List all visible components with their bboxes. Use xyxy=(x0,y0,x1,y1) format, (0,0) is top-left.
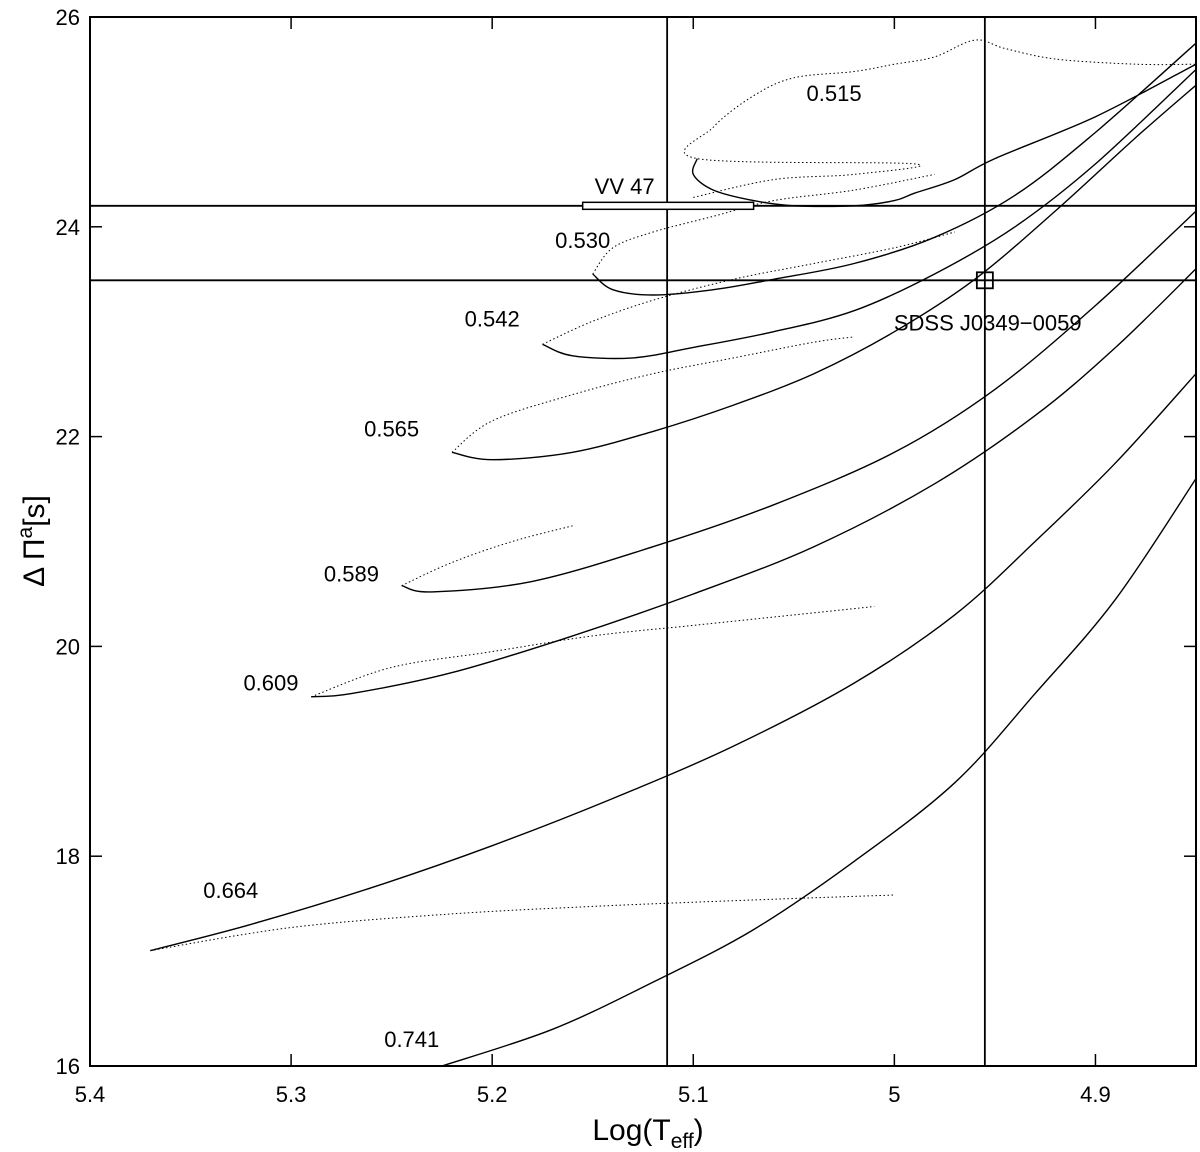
plot-frame xyxy=(89,16,1197,1067)
track-label-0.515: 0.515 xyxy=(807,81,862,106)
track-0.741-solid xyxy=(441,478,1197,1067)
star-annotations: VV 47 SDSS J0349−0059 xyxy=(581,174,1082,335)
sdss-label: SDSS J0349−0059 xyxy=(894,310,1082,335)
track-0.609-dotted xyxy=(311,606,875,698)
x-tick-label: 5.3 xyxy=(276,1082,307,1107)
track-label-0.741: 0.741 xyxy=(384,1027,439,1052)
track-0.515-solid xyxy=(691,63,1197,208)
sdss-marker xyxy=(975,271,994,290)
y-tick-label: 16 xyxy=(56,1054,80,1079)
track-label-0.609: 0.609 xyxy=(243,670,298,695)
track-0.530-dotted xyxy=(592,173,935,275)
track-label-0.565: 0.565 xyxy=(364,417,419,442)
track-0.565-solid xyxy=(451,84,1197,461)
track-label-0.542: 0.542 xyxy=(465,306,520,331)
vv47-label: VV 47 xyxy=(595,174,655,199)
track-0.664-solid xyxy=(150,373,1197,952)
x-tick-label: 5.1 xyxy=(678,1082,709,1107)
track-0.565-dotted xyxy=(451,336,855,453)
y-axis-title: Δ Πa[s] xyxy=(14,495,51,587)
reference-lines xyxy=(90,17,1196,1066)
track-label-0.530: 0.530 xyxy=(555,228,610,253)
y-tick-label: 26 xyxy=(56,5,80,30)
track-0.542-solid xyxy=(542,68,1197,360)
x-tick-label: 5 xyxy=(888,1082,900,1107)
track-0.589-solid xyxy=(401,210,1197,593)
y-tick-label: 24 xyxy=(56,215,80,240)
y-tick-label: 18 xyxy=(56,844,80,869)
evolutionary-tracks: 0.515 0.530 0.542 0.565 0.589 0.609 0.664 0.741 xyxy=(150,39,1197,1067)
track-label-0.589: 0.589 xyxy=(324,561,379,586)
x-tick-label: 5.4 xyxy=(75,1082,106,1107)
y-tick-label: 22 xyxy=(56,425,80,450)
y-tick-label: 20 xyxy=(56,634,80,659)
track-label-0.664: 0.664 xyxy=(203,878,258,903)
x-axis-title: Log(Teff) xyxy=(592,1114,703,1152)
vv47-errorbar xyxy=(581,201,755,211)
track-0.609-solid xyxy=(311,268,1197,698)
track-0.530-solid xyxy=(592,42,1197,296)
x-tick-label: 5.2 xyxy=(477,1082,508,1107)
axis-ticks: 5.4 5.3 5.2 5.1 5 4.9 16 18 20 22 24 26 xyxy=(56,5,1196,1107)
x-tick-label: 4.9 xyxy=(1080,1082,1111,1107)
